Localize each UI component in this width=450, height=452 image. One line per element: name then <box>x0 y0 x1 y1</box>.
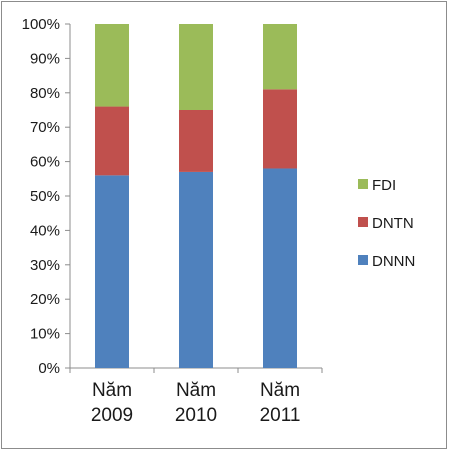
x-category-label: Năm <box>176 380 216 401</box>
y-tick-label: 100% <box>22 16 60 33</box>
bar-dntn-3 <box>263 89 297 169</box>
chart-bars <box>95 24 297 368</box>
legend-label-fdi: FDI <box>372 177 396 194</box>
bar-dnnn-2 <box>179 171 213 368</box>
bar-dntn-1 <box>95 106 129 176</box>
bar-dnnn-3 <box>263 168 297 368</box>
legend-label-dnnn: DNNN <box>372 253 415 270</box>
chart-legend: FDI DNTN DNNN <box>358 177 415 270</box>
x-axis-labels: Năm 2009 Năm 2010 Năm 2011 <box>91 380 301 426</box>
y-tick-label: 30% <box>30 257 60 274</box>
y-axis-ticks: 0% 10% 20% 30% 40% 50% 60% 70% 80% 90% 100% <box>22 16 70 377</box>
bar-fdi-1 <box>95 24 129 107</box>
legend-swatch-fdi <box>358 179 368 189</box>
x-category-label: 2009 <box>91 405 133 426</box>
y-tick-label: 60% <box>30 154 60 171</box>
y-tick-label: 90% <box>30 50 60 67</box>
x-category-label: Năm <box>92 380 132 401</box>
bar-fdi-2 <box>179 24 213 110</box>
y-tick-label: 70% <box>30 119 60 136</box>
y-tick-label: 0% <box>38 360 60 377</box>
x-category-label: 2011 <box>260 405 301 426</box>
legend-swatch-dnnn <box>358 255 368 265</box>
y-tick-label: 40% <box>30 222 60 239</box>
y-tick-label: 50% <box>30 188 60 205</box>
x-category-label: Năm <box>260 380 300 401</box>
legend-swatch-dntn <box>358 217 368 227</box>
bar-dnnn-1 <box>95 175 129 368</box>
x-category-label: 2010 <box>175 405 217 426</box>
bar-fdi-3 <box>263 24 297 90</box>
y-tick-label: 20% <box>30 291 60 308</box>
y-tick-label: 10% <box>30 326 60 343</box>
y-tick-label: 80% <box>30 85 60 102</box>
legend-label-dntn: DNTN <box>372 215 414 232</box>
bar-dntn-2 <box>179 110 213 172</box>
